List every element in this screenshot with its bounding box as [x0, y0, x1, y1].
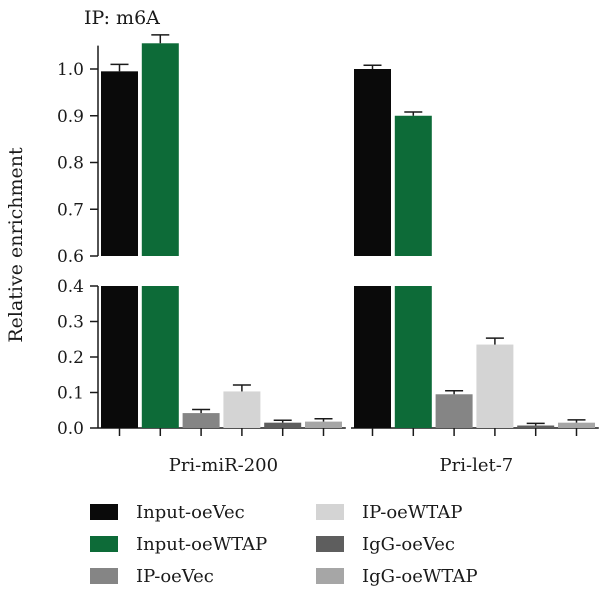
- y-tick-label: 0.8: [57, 154, 84, 174]
- category-label: Pri-miR-200: [169, 455, 278, 476]
- bar-lower-segment: [354, 286, 391, 428]
- bar: [476, 344, 514, 428]
- bar: [517, 425, 555, 428]
- legend-swatch: [316, 568, 344, 584]
- legend-swatch: [316, 536, 344, 552]
- legend-label: Input-oeVec: [136, 502, 245, 523]
- y-tick-label: 1.0: [57, 60, 84, 80]
- y-axis-label: Relative enrichment: [5, 147, 27, 343]
- bar: [182, 413, 220, 428]
- bar: [223, 391, 261, 428]
- bar: [394, 115, 432, 256]
- category-label: Pri-let-7: [440, 455, 514, 476]
- category-labels: Pri-miR-200 Pri-let-7: [169, 455, 514, 476]
- legend-swatch: [90, 536, 118, 552]
- bar: [354, 69, 391, 256]
- bar: [435, 394, 473, 428]
- bar: [558, 422, 595, 428]
- legend: Input-oeVec Input-oeWTAP IP-oeVec IP-oeWTAP…: [90, 502, 478, 587]
- legend-label: IP-oeVec: [136, 566, 214, 587]
- bar-lower-segment: [141, 286, 179, 428]
- y-tick-label: 0.7: [57, 200, 84, 220]
- bar-lower-segment: [101, 286, 138, 428]
- y-tick-label: 0.9: [57, 107, 84, 127]
- bar-lower-segment: [394, 286, 432, 428]
- y-tick-label: 0.0: [57, 419, 84, 439]
- y-tick-label: 0.3: [57, 313, 84, 333]
- legend-swatch: [90, 504, 118, 520]
- error-bars: [110, 34, 586, 426]
- bar: [141, 43, 179, 256]
- legend-swatch: [316, 504, 344, 520]
- axes: 0.6 0.7 0.8 0.9 1.0 0.0 0.1 0.2 0.3 0.4: [57, 45, 599, 439]
- legend-label: Input-oeWTAP: [136, 534, 267, 555]
- y-tick-label: 0.2: [57, 348, 84, 368]
- y-tick-label: 0.6: [57, 247, 84, 267]
- bars: [101, 43, 595, 428]
- legend-label: IP-oeWTAP: [362, 502, 462, 523]
- chart-title: IP: m6A: [84, 7, 160, 29]
- y-tick-label: 0.1: [57, 384, 84, 404]
- y-tick-label: 0.4: [57, 277, 84, 297]
- legend-label: IgG-oeWTAP: [362, 566, 478, 587]
- legend-label: IgG-oeVec: [362, 534, 455, 555]
- bar: [101, 71, 138, 257]
- legend-swatch: [90, 568, 118, 584]
- bar: [264, 422, 302, 428]
- bar: [305, 421, 342, 428]
